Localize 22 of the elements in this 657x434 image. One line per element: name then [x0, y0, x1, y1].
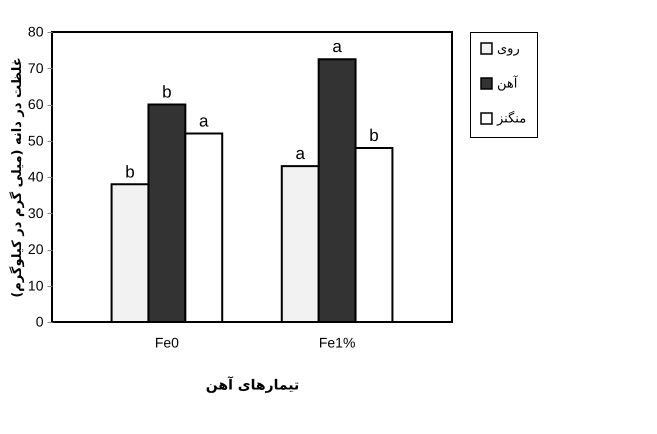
- y-tick-label: 30: [28, 204, 44, 221]
- legend-label: آهن: [497, 74, 519, 92]
- y-tick-label: 80: [28, 24, 44, 40]
- y-tick-label: 40: [28, 168, 44, 184]
- x-tick-label: Fe1%: [318, 334, 356, 350]
- legend-label: منگنز: [496, 110, 526, 126]
- y-tick-label: 60: [28, 96, 44, 112]
- y-tick-label: 10: [28, 277, 44, 294]
- y-axis-title: غلظت در دانه (میلی گرم در کیلوگرم): [8, 57, 25, 298]
- legend-label: روی: [497, 42, 520, 56]
- data-label: b: [125, 162, 135, 182]
- y-tick-label: 70: [28, 60, 44, 76]
- y-tick-label: 20: [28, 241, 44, 257]
- data-label: a: [199, 112, 210, 130]
- x-axis-title: تیمارهای آهن: [206, 376, 300, 394]
- data-label: b: [369, 126, 379, 145]
- y-tick-label: 0: [36, 314, 44, 330]
- x-tick-label: Fe0: [154, 334, 180, 350]
- data-label: a: [295, 144, 306, 164]
- data-label: b: [162, 82, 172, 102]
- data-label: a: [332, 37, 342, 56]
- y-tick-label: 50: [28, 132, 44, 148]
